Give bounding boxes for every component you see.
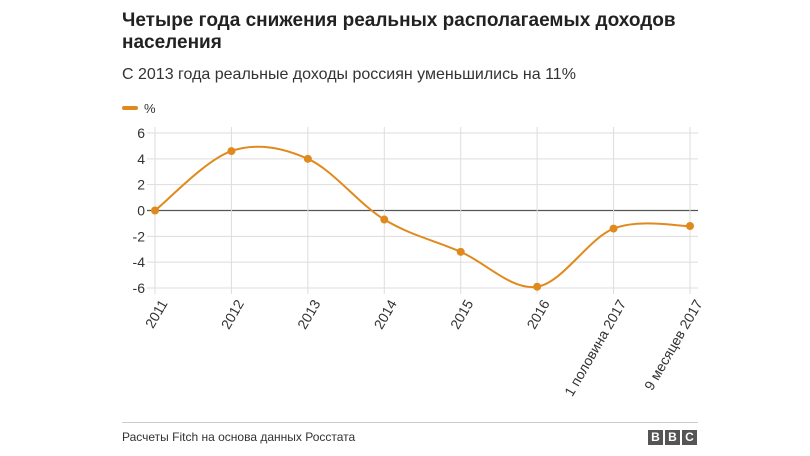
series-line [154, 145, 691, 288]
y-tick-label: 2 [137, 177, 145, 193]
y-gridlines [147, 132, 698, 289]
y-tick-label: 6 [137, 125, 145, 141]
data-point [151, 206, 159, 215]
source-note: Расчеты Fitch на основа данных Росстата [122, 430, 356, 444]
y-tick-labels: 6 4 2 0 -2 -4 -6 [133, 125, 146, 296]
bbc-logo-letter: C [682, 430, 697, 445]
y-tick-label: 4 [137, 151, 145, 167]
bbc-logo-letter: B [665, 430, 680, 445]
x-tick-label: 2016 [523, 297, 553, 332]
source-divider [122, 422, 698, 423]
data-point [303, 154, 312, 163]
y-tick-label: -4 [133, 254, 146, 270]
data-point [456, 247, 465, 256]
legend: % [122, 100, 156, 116]
y-tick-label: 0 [137, 203, 145, 219]
chart-title: Четыре года снижения реальных располагае… [122, 10, 676, 53]
bbc-logo-letter: B [648, 430, 663, 445]
x-tick-label: 2013 [294, 297, 324, 332]
data-points [151, 147, 694, 291]
data-point [686, 222, 694, 230]
x-tick-label: 9 месяцев 2017 [641, 297, 706, 393]
x-tick-label: 2014 [370, 297, 400, 332]
line-chart: 6 4 2 0 -2 -4 -6 2011 2012 2013 2014 2015 2016 1 пол… [133, 125, 706, 399]
legend-swatch [122, 106, 138, 110]
y-tick-label: -2 [133, 228, 146, 244]
bbc-logo: B B C [648, 430, 697, 445]
x-tick-label: 2011 [142, 297, 171, 331]
legend-label: % [144, 100, 156, 116]
y-tick-label: -6 [133, 280, 146, 296]
x-tick-label: 1 половина 2017 [561, 297, 629, 399]
x-tick-labels: 2011 2012 2013 2014 2015 2016 1 половина 2017 9… [142, 297, 706, 399]
data-point [380, 215, 389, 224]
data-point [533, 282, 542, 291]
chart-subtitle: С 2013 года реальные доходы россиян умен… [122, 66, 576, 83]
x-tick-label: 2015 [447, 297, 477, 332]
data-point [227, 147, 236, 156]
x-tick-label: 2012 [218, 297, 248, 332]
data-point [609, 224, 618, 233]
